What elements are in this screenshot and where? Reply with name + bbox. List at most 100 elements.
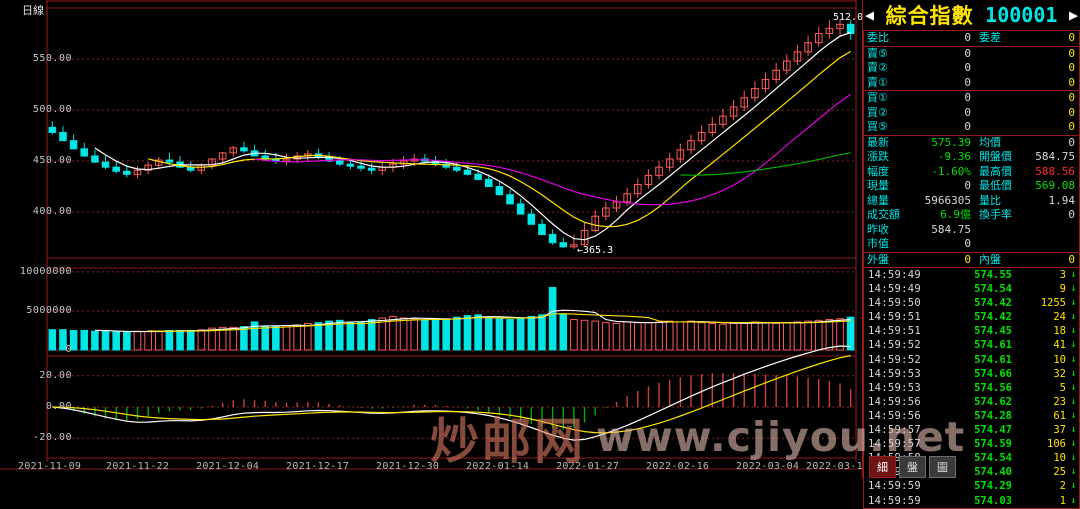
- order-book-label: 委比: [867, 31, 889, 44]
- stat-value-2: 588.56: [1035, 164, 1075, 178]
- inner-label: 內盤: [979, 252, 1001, 266]
- stat-value-2: 569.08: [1035, 179, 1075, 192]
- macd-axis-tick: 20.00: [39, 369, 72, 381]
- last-price-tag: 512.05: [833, 12, 870, 23]
- prev-symbol-icon[interactable]: ◀: [865, 5, 875, 24]
- chart-area[interactable]: 日線 550.00 500.00 450.00 400.00 ←365.3 512.05 1…: [0, 0, 1080, 478]
- tick-volume: 25: [1053, 466, 1066, 479]
- quote-panel: ◀ 綜合指數 100001 ▶ 委比 0 委差 0 賣⑤ 0 0 賣② 0 0 賣① 0 0 買① 0 0 買②…: [862, 0, 1080, 509]
- price-axis-tick: 450.00: [32, 155, 72, 167]
- order-book-label: 買②: [867, 105, 888, 119]
- tick-price: 574.42: [974, 311, 1012, 324]
- tick-volume: 10: [1053, 452, 1066, 465]
- tick-row[interactable]: 14:59:56 574.62 23 ↓: [864, 395, 1079, 409]
- tick-price: 574.45: [974, 325, 1012, 338]
- tick-row[interactable]: 14:59:56 574.28 61 ↓: [864, 409, 1079, 423]
- tick-volume: 32: [1053, 367, 1066, 380]
- tick-price: 574.42: [974, 297, 1012, 310]
- stat-label-2: 量比: [979, 193, 1001, 207]
- outer-label: 外盤: [867, 252, 889, 266]
- tick-time: 14:59:56: [868, 409, 921, 422]
- tick-time: 14:59:52: [868, 353, 921, 366]
- tick-time: 14:59:49: [868, 283, 921, 296]
- tick-direction-icon: ↓: [1070, 452, 1077, 464]
- tick-direction-icon: ↓: [1070, 466, 1077, 478]
- tick-direction-icon: ↓: [1070, 269, 1077, 280]
- volume-axis-tick: 10000000: [19, 265, 72, 277]
- date-axis-tick: 2022-01-27: [556, 461, 620, 472]
- order-book-label: 買①: [867, 91, 888, 104]
- order-book-value: 0: [964, 31, 971, 44]
- tick-time: 14:59:56: [868, 395, 921, 408]
- quote-stat-row: 現量 0 最低價 569.08: [864, 179, 1079, 194]
- stat-label: 市值: [867, 237, 889, 250]
- tick-price: 574.28: [974, 409, 1012, 422]
- tick-row[interactable]: 14:59:52 574.61 41 ↓: [864, 338, 1079, 352]
- tick-volume: 61: [1053, 409, 1066, 422]
- order-book-row: 賣② 0 0: [864, 61, 1079, 76]
- tick-row[interactable]: 14:59:53 574.66 32 ↓: [864, 367, 1079, 381]
- tick-time: 14:59:59: [868, 480, 921, 493]
- symbol-name: 綜合指數: [885, 4, 974, 28]
- macd-axis-tick: -20.00: [32, 432, 72, 444]
- tick-row[interactable]: 14:59:51 574.42 24 ↓: [864, 310, 1079, 324]
- next-symbol-icon[interactable]: ▶: [1068, 5, 1078, 24]
- stat-value-2: 1.94: [1048, 193, 1076, 207]
- stat-value-2: 584.75: [1035, 150, 1075, 163]
- tick-price: 574.47: [974, 424, 1012, 437]
- tick-row[interactable]: 14:59:52 574.61 10 ↓: [864, 353, 1079, 367]
- quote-stat-row: 總量 5966305 量比 1.94: [864, 194, 1079, 209]
- tick-row[interactable]: 14:59:57 574.59 106 ↓: [864, 437, 1079, 451]
- tick-direction-icon: ↓: [1070, 283, 1077, 295]
- tick-price: 574.03: [974, 494, 1012, 507]
- quote-tab-細[interactable]: 細: [869, 456, 896, 478]
- quote-stat-row: 最新 575.39 均價 0: [864, 136, 1079, 151]
- stat-label: 成交額: [867, 208, 900, 221]
- quote-tab-盤[interactable]: 盤: [899, 456, 926, 478]
- stat-label-2: 最低價: [979, 179, 1012, 192]
- tick-row[interactable]: 14:59:51 574.45 18 ↓: [864, 324, 1079, 338]
- order-book-value: 0: [964, 61, 971, 74]
- price-axis-tick: 400.00: [32, 206, 72, 218]
- tick-row[interactable]: 14:59:57 574.47 37 ↓: [864, 423, 1079, 437]
- tick-volume: 1: [1059, 494, 1066, 507]
- order-book-value: 0: [964, 75, 971, 89]
- stat-value-2: 0: [1068, 135, 1075, 149]
- chart-canvas[interactable]: [0, 0, 1080, 478]
- order-book-row: 買② 0 0: [864, 106, 1079, 121]
- tick-time: 14:59:59: [868, 494, 921, 507]
- tick-direction-icon: ↓: [1070, 438, 1077, 450]
- order-book-value-2: 0: [1068, 105, 1075, 119]
- tick-time: 14:59:57: [868, 424, 921, 437]
- tick-row[interactable]: 14:59:49 574.55 3 ↓: [864, 268, 1079, 282]
- tick-price: 574.55: [974, 269, 1012, 281]
- price-axis-tick: 500.00: [32, 104, 72, 116]
- quote-tab-圖[interactable]: 圖: [929, 456, 956, 478]
- date-axis-tick: 2022-03-04: [736, 461, 800, 472]
- order-book-label: 賣⑤: [867, 46, 888, 60]
- stat-label: 漲跌: [867, 150, 889, 163]
- tick-row[interactable]: 14:59:53 574.56 5 ↓: [864, 381, 1079, 395]
- quote-tab-bar[interactable]: 細盤圖: [863, 456, 1080, 478]
- tick-row[interactable]: 14:59:49 574.54 9 ↓: [864, 282, 1079, 296]
- stat-label-2: 換手率: [979, 208, 1012, 221]
- tick-price: 574.29: [974, 480, 1012, 493]
- outer-value: 0: [964, 252, 971, 266]
- macd-axis-tick: 0.00: [45, 401, 72, 412]
- tick-price: 574.54: [974, 283, 1012, 296]
- tick-row[interactable]: 14:59:59 574.03 1 ↓: [864, 494, 1079, 508]
- tick-volume: 24: [1053, 311, 1066, 324]
- tick-time: 14:59:57: [868, 438, 921, 451]
- quote-stat-row: 成交額 6.9億 換手率 0: [864, 208, 1079, 223]
- tick-row[interactable]: 14:59:50 574.42 1255 ↓: [864, 296, 1079, 310]
- order-book-row: 買⑤ 0 0: [864, 120, 1079, 135]
- tick-volume: 18: [1053, 325, 1066, 338]
- period-label: 日線: [22, 4, 44, 17]
- tick-row[interactable]: 14:59:59 574.29 2 ↓: [864, 479, 1079, 493]
- order-book-label: 賣①: [867, 75, 888, 89]
- tick-direction-icon: ↓: [1070, 381, 1077, 393]
- tick-volume: 41: [1053, 339, 1066, 352]
- volume-axis-tick: 0: [65, 344, 72, 355]
- stat-label-2: 最高價: [979, 164, 1012, 178]
- order-book: 委比 0 委差 0 賣⑤ 0 0 賣② 0 0 賣① 0 0 買① 0 0 買② 0 0 買⑤ 0 0: [863, 30, 1080, 136]
